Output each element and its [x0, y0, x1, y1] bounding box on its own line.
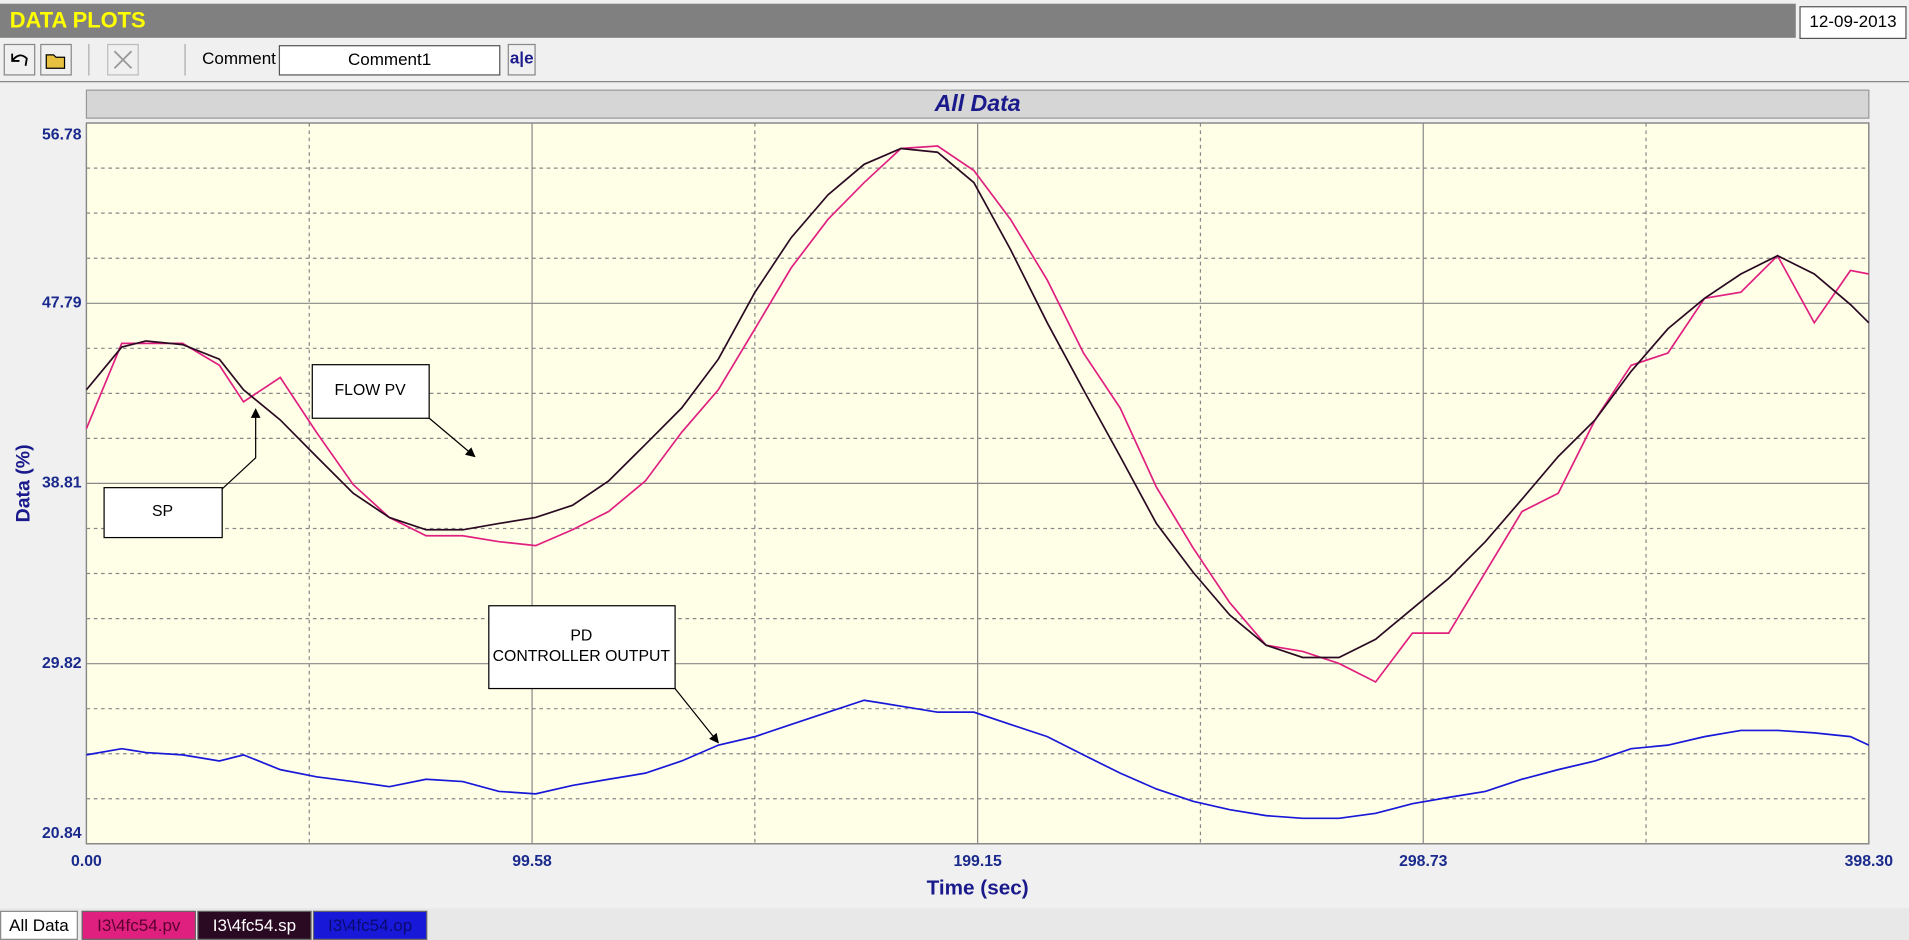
undo-button[interactable]: [3, 43, 36, 76]
annotation-box: [488, 605, 676, 690]
series-line: [85, 147, 1870, 659]
toolbar: Comment Comment1 a|e: [3, 43, 536, 76]
date-box: [1799, 6, 1907, 40]
legend-label: I3\4fc54.pv: [97, 916, 181, 935]
undo-icon: [11, 53, 28, 66]
annotation-arrow: [674, 687, 719, 744]
annotation-text: PD: [570, 627, 592, 644]
legend-label: I3\4fc54.op: [328, 916, 412, 935]
y-tick-label: 56.78: [42, 126, 82, 143]
tab-label: All Data: [9, 916, 69, 935]
x-axis-label: Time (sec): [927, 876, 1029, 899]
annotation-arrow: [221, 408, 261, 490]
legend-tab[interactable]: [81, 910, 197, 940]
x-tick-label: 298.73: [1399, 853, 1448, 870]
chart-title-bar: [85, 89, 1870, 119]
delete-icon: [113, 50, 133, 69]
annotation-box: [311, 364, 430, 419]
x-tick-label: 199.15: [953, 853, 1002, 870]
annotation-text: SP: [152, 503, 173, 520]
y-tick-label: 29.82: [42, 655, 82, 672]
format-button[interactable]: [507, 43, 536, 76]
y-tick-label: 38.81: [42, 475, 82, 492]
x-tick-label: 99.58: [512, 853, 552, 870]
legend-tab[interactable]: [312, 910, 428, 940]
chart-title: All Data: [934, 90, 1021, 116]
comment-input[interactable]: [278, 45, 501, 76]
legend-tab[interactable]: [197, 910, 312, 940]
annotation-arrow: [428, 417, 476, 458]
format-icon: a|e: [510, 49, 534, 68]
header-bar: [0, 3, 1796, 38]
comment-value: Comment1: [348, 50, 431, 69]
y-tick-label: 47.79: [42, 294, 82, 311]
annotation-text: FLOW PV: [335, 382, 407, 399]
folder-icon: [45, 54, 66, 69]
annotation-box: [103, 487, 223, 539]
header-title: DATA PLOTS: [10, 8, 146, 33]
x-tick-label: 0.00: [71, 853, 102, 870]
comment-label: Comment: [202, 49, 276, 68]
y-tick-label: 20.84: [42, 825, 82, 842]
legend-label: I3\4fc54.sp: [213, 916, 296, 935]
annotation-text: CONTROLLER OUTPUT: [493, 648, 671, 665]
y-axis-label: Data (%): [12, 444, 34, 522]
x-tick-label: 398.30: [1845, 853, 1894, 870]
series-line: [85, 145, 1869, 684]
tab[interactable]: [0, 910, 78, 940]
series-line: [86, 699, 1870, 820]
date: 12-09-2013: [1809, 12, 1896, 31]
